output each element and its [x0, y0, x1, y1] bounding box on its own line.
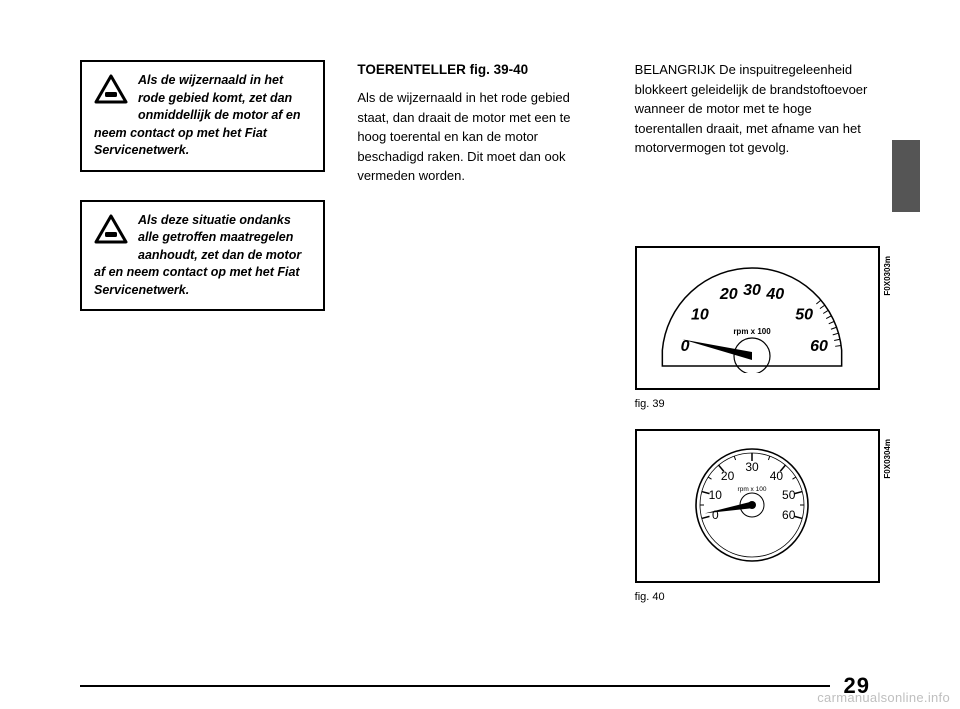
- gauge-40-svg: 0 10 20 30 40 50 60 rpm x 100: [647, 441, 857, 566]
- svg-text:10: 10: [691, 306, 709, 323]
- section-paragraph: Als de wijzernaald in het rode gebied st…: [357, 88, 602, 186]
- svg-text:0: 0: [712, 507, 719, 521]
- svg-text:rpm x 100: rpm x 100: [737, 486, 766, 493]
- page: Als de wijzernaald in het rode gebied ko…: [0, 0, 960, 709]
- svg-text:40: 40: [769, 468, 783, 482]
- column-1: Als de wijzernaald in het rode gebied ko…: [80, 60, 325, 614]
- svg-text:rpm x 100: rpm x 100: [733, 327, 771, 336]
- side-tab: [892, 140, 920, 212]
- warning-triangle-icon: [94, 214, 128, 244]
- figure-40-code: F0X0304m: [882, 439, 894, 479]
- svg-text:40: 40: [765, 286, 784, 303]
- warning-triangle-icon: [94, 74, 128, 104]
- svg-text:60: 60: [782, 507, 796, 521]
- svg-text:30: 30: [743, 282, 761, 299]
- important-paragraph: BELANGRIJK De inspuitregeleenheid blokke…: [635, 60, 880, 158]
- svg-text:60: 60: [810, 338, 828, 355]
- content-columns: Als de wijzernaald in het rode gebied ko…: [80, 60, 880, 614]
- warning-box-2: Als deze situatie ondanks alle getroffen…: [80, 200, 325, 312]
- footer-rule: 29: [80, 685, 880, 687]
- section-heading: TOERENTELLER fig. 39-40: [357, 60, 602, 80]
- svg-text:20: 20: [721, 468, 735, 482]
- svg-text:20: 20: [719, 286, 738, 303]
- watermark: carmanualsonline.info: [817, 690, 950, 705]
- figure-39-caption: fig. 39: [635, 396, 880, 413]
- svg-text:50: 50: [782, 488, 796, 502]
- svg-text:10: 10: [708, 488, 722, 502]
- column-2: TOERENTELLER fig. 39-40 Als de wijzernaa…: [357, 60, 602, 614]
- warning-box-1: Als de wijzernaald in het rode gebied ko…: [80, 60, 325, 172]
- figure-39-box: F0X0303m 0102030405060rpm x 100: [635, 246, 880, 391]
- svg-text:50: 50: [795, 306, 813, 323]
- gauge-39-svg: 0102030405060rpm x 100: [647, 258, 857, 373]
- svg-text:30: 30: [745, 460, 759, 474]
- figure-40-caption: fig. 40: [635, 589, 880, 606]
- page-footer: 29: [80, 685, 880, 687]
- figure-40-box: F0X0304m 0102030405060rpm x 100: [635, 429, 880, 584]
- figure-39-code: F0X0303m: [882, 256, 894, 296]
- column-3: BELANGRIJK De inspuitregeleenheid blokke…: [635, 60, 880, 614]
